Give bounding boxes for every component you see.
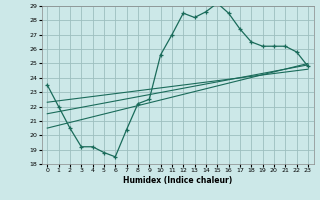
X-axis label: Humidex (Indice chaleur): Humidex (Indice chaleur) <box>123 176 232 185</box>
